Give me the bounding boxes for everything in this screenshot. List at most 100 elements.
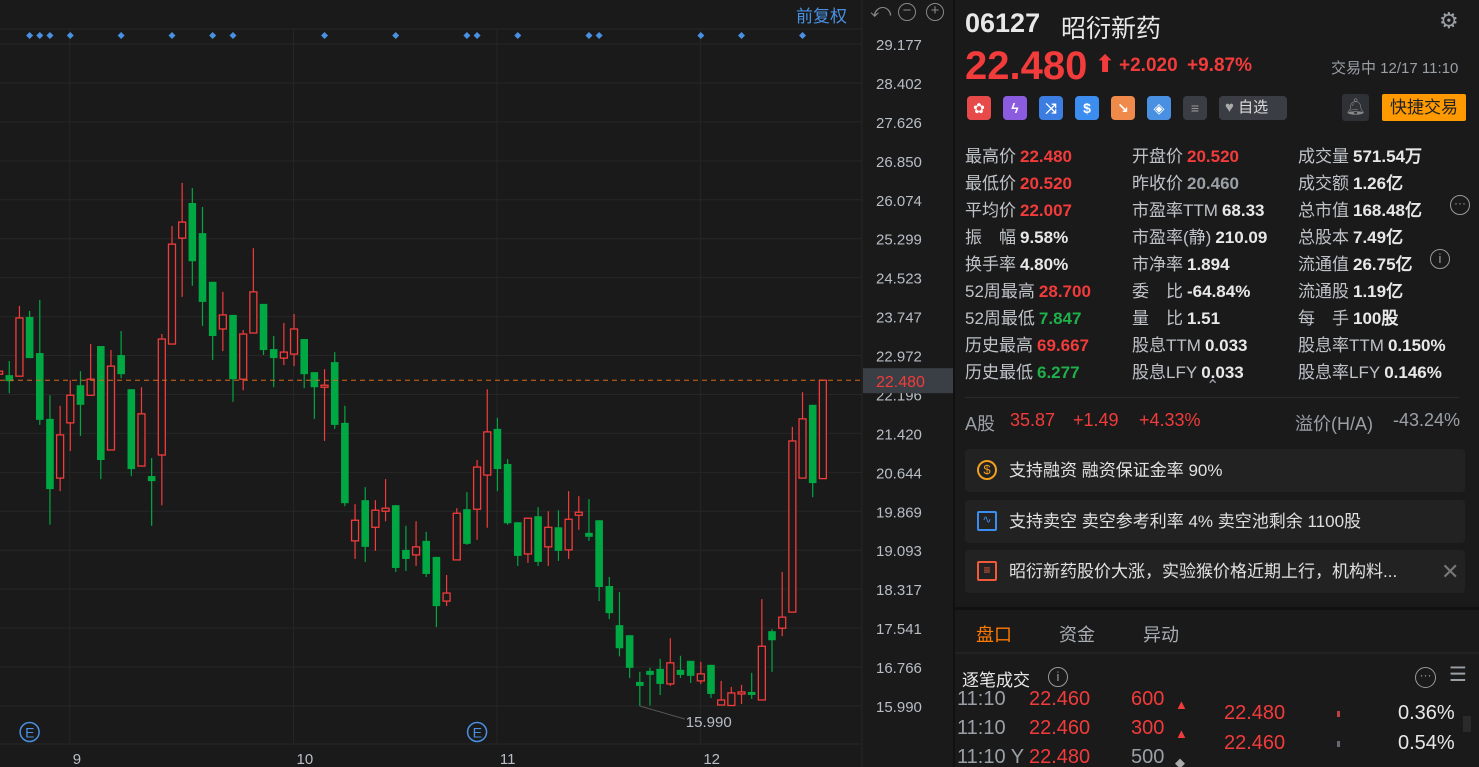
event-diamond-icon[interactable] [585, 32, 593, 39]
candle [117, 330, 125, 379]
news-card[interactable]: ≡ 昭衍新药股价大涨，实验猴价格近期上行，机构料... ✕ [965, 550, 1465, 593]
list-icon[interactable]: ☰ [1449, 664, 1467, 686]
event-diamond-icon[interactable] [321, 32, 329, 39]
zoom-in-icon[interactable]: + [926, 3, 944, 21]
current-price-label: 22.480 [876, 374, 925, 391]
candle [249, 248, 258, 334]
candle [402, 525, 410, 571]
short-sell-card[interactable]: ∿ 支持卖空 卖空参考利率 4% 卖空池剩余 1100股 [965, 500, 1465, 543]
stock-name: 昭衍新药 [1061, 15, 1162, 43]
candle [259, 303, 268, 356]
candle [696, 661, 705, 684]
candle [798, 392, 807, 479]
dist-price: 22.460 [1224, 732, 1286, 754]
candle-body [341, 422, 349, 504]
candle [167, 226, 177, 345]
margin-card[interactable]: $ 支持融资 融资保证金率 90% [965, 449, 1465, 492]
stat-value: -64.84% [1187, 282, 1251, 301]
undo-icon[interactable]: ⤺ [870, 0, 892, 22]
event-diamond-icon[interactable] [738, 32, 746, 39]
event-diamond-icon[interactable] [229, 32, 237, 39]
more-icon[interactable]: ··· [1450, 195, 1470, 215]
event-diamond-icon[interactable] [463, 32, 471, 39]
hk-market-icon[interactable]: ✿ [967, 96, 991, 120]
candle [0, 370, 4, 375]
neutral-diamond-icon: ◆ [1175, 755, 1185, 767]
candle-body [330, 362, 339, 425]
scrollbar[interactable] [1463, 716, 1471, 732]
stat-value: 571.54万 [1353, 147, 1422, 166]
kline-chart-panel[interactable]: 29.177 28.402 27.626 26.850 26.074 25.299 24.5… [0, 0, 953, 767]
candle-body [320, 384, 329, 388]
stat-item: 每 手 100股 [1298, 304, 1398, 329]
tick-time: 11:10 [957, 690, 1006, 710]
adjust-mode-button[interactable]: 前复权 [796, 7, 847, 26]
tab-alerts[interactable]: 异动 [1143, 625, 1179, 645]
dollar-icon[interactable]: $ [1075, 96, 1099, 120]
connect-icon[interactable]: ⤨ [1039, 96, 1063, 120]
candle-body [229, 314, 237, 380]
event-diamond-icon[interactable] [26, 32, 34, 39]
event-diamond-icon[interactable] [46, 32, 54, 39]
stat-label: 市净率 [1132, 255, 1183, 274]
candlestick-chart[interactable]: 29.177 28.402 27.626 26.850 26.074 25.299 24.5… [0, 0, 953, 767]
tag-icon[interactable]: ◈ [1147, 96, 1171, 120]
earnings-e-icon[interactable] [466, 721, 488, 743]
quick-trade-button[interactable]: 快捷交易 [1382, 94, 1466, 121]
tab-orderbook[interactable]: 盘口 [976, 625, 1012, 645]
event-diamond-icon[interactable] [66, 32, 74, 39]
x-tick-label: 9 [73, 751, 81, 767]
info-icon[interactable]: i [1430, 249, 1450, 269]
event-diamond-icon[interactable] [799, 32, 807, 39]
event-diamond-icon[interactable] [697, 32, 705, 39]
note-icon[interactable]: ≡ [1183, 96, 1207, 120]
level2-icon[interactable]: ϟ [1003, 96, 1027, 120]
candle-body [55, 434, 65, 479]
tick-list[interactable]: 11:10 22.460 600 ▲ 11:10 22.460 300 ▲ 11… [955, 690, 1479, 767]
more-icon[interactable]: ··· [1415, 667, 1436, 688]
premium-label: 溢价(H/A) [1295, 414, 1373, 434]
stat-value: 100股 [1353, 309, 1399, 328]
event-diamond-icon[interactable] [117, 32, 125, 39]
settings-icon[interactable]: ⚙ [1439, 8, 1459, 33]
y-tick-label: 19.093 [876, 543, 922, 560]
candle-body [259, 303, 268, 351]
stat-value: 1.26亿 [1353, 174, 1404, 193]
candle-body [768, 631, 776, 641]
event-diamond-icon[interactable] [168, 32, 176, 39]
event-diamond-icon[interactable] [209, 32, 217, 39]
candle [269, 336, 278, 388]
earnings-e-icon[interactable] [19, 721, 40, 743]
candle [5, 361, 14, 394]
event-diamond-icon[interactable] [514, 32, 522, 39]
event-diamond-icon[interactable] [36, 32, 44, 39]
candle [422, 531, 431, 577]
stat-label: 股息率TTM [1298, 336, 1384, 355]
up-arrow-icon: ⬆ [1095, 51, 1116, 78]
candle [534, 507, 542, 566]
watchlist-button[interactable]: ♥ 自选 [1219, 96, 1287, 120]
candle [25, 310, 34, 359]
y-tick-label: 28.402 [876, 76, 922, 93]
stock-code: 06127 [965, 8, 1041, 38]
dist-pct: 0.54% [1398, 732, 1455, 754]
candle-body [350, 519, 360, 542]
alert-bell-icon[interactable]: 🔔︎ [1342, 94, 1369, 121]
event-diamond-icon[interactable] [595, 32, 603, 39]
short-trend-icon[interactable]: ↘ [1111, 96, 1135, 120]
candle-body [595, 520, 603, 588]
candle [381, 479, 390, 522]
tab-capital[interactable]: 资金 [1059, 625, 1095, 645]
stat-label: 52周最高 [965, 282, 1035, 301]
candle [636, 671, 644, 706]
candle [188, 187, 197, 286]
collapse-chevron-icon[interactable]: ⌃ [1206, 378, 1220, 395]
event-diamond-icon[interactable] [392, 32, 400, 39]
event-diamond-icon[interactable] [473, 32, 481, 39]
candle [239, 329, 248, 391]
close-icon[interactable]: ✕ [1441, 559, 1460, 584]
zoom-out-icon[interactable]: − [898, 3, 916, 21]
candle [483, 389, 492, 528]
info-icon[interactable]: i [1048, 667, 1068, 687]
tick-volume: 300 [1131, 717, 1165, 739]
